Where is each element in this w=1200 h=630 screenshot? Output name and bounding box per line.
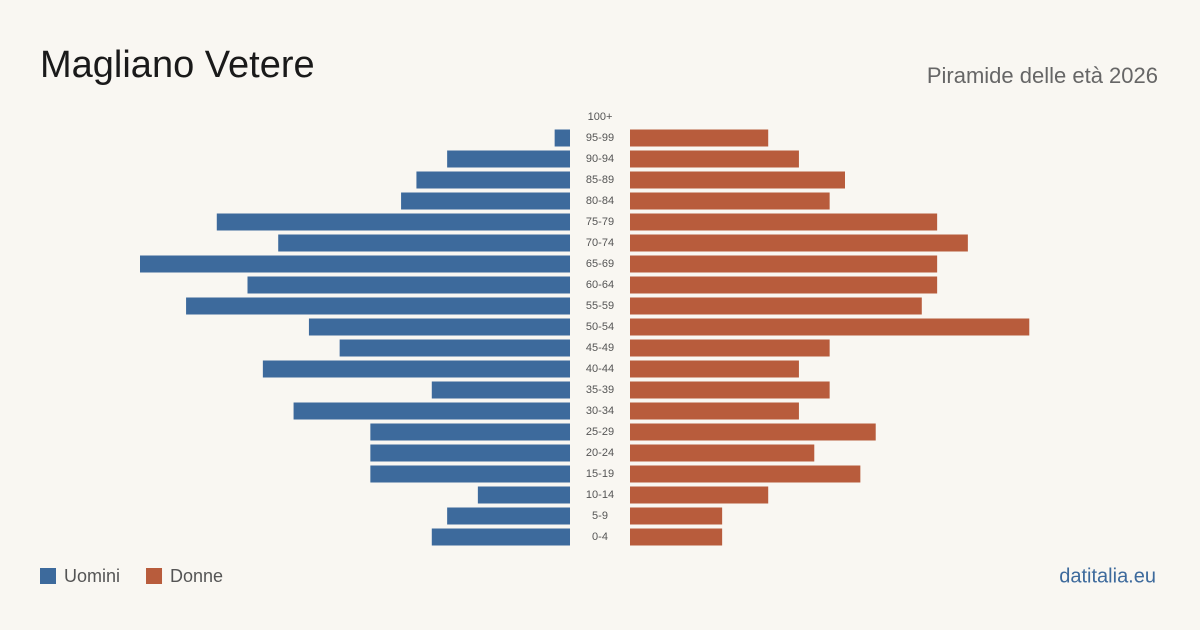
bar [370,465,570,483]
bar [630,381,830,399]
bar [630,192,830,210]
bar [370,444,570,462]
bar [431,528,570,546]
bar [247,276,570,294]
legend-swatch [40,568,56,584]
legend-swatch [146,568,163,584]
y-tick-label: 80-84 [586,195,614,207]
bar [308,318,570,336]
y-tick-label: 65-69 [586,258,614,270]
y-tick-label: 85-89 [586,174,614,186]
bar [554,129,570,147]
y-tick-label: 0-4 [592,531,608,543]
bar [339,339,570,357]
y-tick-label: 5-9 [592,510,608,522]
y-tick-label: 95-99 [586,132,614,144]
bar [447,150,570,168]
bar [630,507,723,525]
bar [630,150,799,168]
y-tick-label: 70-74 [586,237,614,249]
bar [630,486,769,504]
bar [630,444,815,462]
y-tick-label: 35-39 [586,384,614,396]
y-tick-label: 100+ [588,111,613,123]
bar [186,297,571,315]
bar [630,402,799,420]
bar [293,402,570,420]
bar [630,276,938,294]
bar [447,507,570,525]
y-tick-label: 10-14 [586,489,614,501]
y-tick-label: 55-59 [586,300,614,312]
y-tick-label: 75-79 [586,216,614,228]
y-tick-label: 50-54 [586,321,614,333]
bar [431,381,570,399]
bar [630,339,830,357]
bar [216,213,571,231]
bar [630,297,922,315]
bar [477,486,570,504]
bar [630,129,769,147]
y-tick-label: 90-94 [586,153,614,165]
y-tick-label: 25-29 [586,426,614,438]
chart-title: Magliano Vetere [40,44,315,86]
chart-subtitle: Piramide delle età 2026 [927,63,1158,88]
bar [630,528,723,546]
y-tick-label: 30-34 [586,405,614,417]
source: datitalia.eu [1059,565,1156,587]
bar [278,234,570,252]
bar [401,192,570,210]
y-tick-label: 45-49 [586,342,614,354]
legend-label: Uomini [64,566,120,586]
bar [630,360,799,378]
bar [416,171,570,189]
y-tick-label: 15-19 [586,468,614,480]
bar [370,423,570,441]
bar [630,171,845,189]
bar [262,360,570,378]
bar [630,255,938,273]
bar [140,255,570,273]
bar [630,423,876,441]
bar [630,213,938,231]
bar [630,465,861,483]
y-tick-label: 40-44 [586,363,614,375]
legend-label: Donne [170,566,223,586]
bar [630,318,1030,336]
y-tick-label: 60-64 [586,279,614,291]
y-tick-label: 20-24 [586,447,614,459]
bar [630,234,968,252]
